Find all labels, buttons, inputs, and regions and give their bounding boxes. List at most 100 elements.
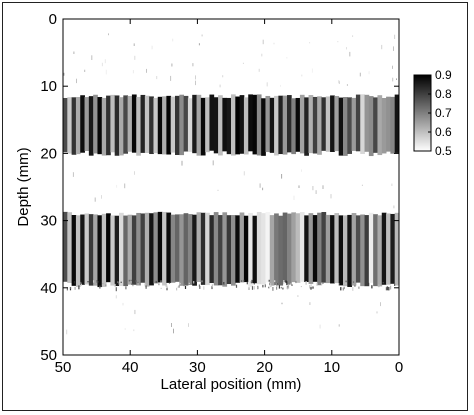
heatmap-cell [300, 286, 302, 288]
speckle-mark [134, 55, 136, 60]
heatmap-cell [157, 96, 163, 155]
speckle-mark [392, 65, 393, 69]
speckle-mark [281, 174, 283, 179]
heatmap-cell [69, 287, 72, 289]
heatmap-cell [75, 215, 81, 287]
speckle-mark [293, 195, 295, 200]
heatmap-cell [268, 279, 270, 282]
speckle-mark [101, 62, 103, 67]
heatmap-cell [175, 95, 180, 155]
y-tick-label: 10 [40, 78, 57, 95]
heatmap-cell [198, 284, 200, 287]
heatmap-cell [67, 97, 73, 154]
heatmap-cell [345, 281, 347, 284]
heatmap-cell [265, 212, 271, 283]
speckle-mark [338, 80, 340, 83]
heatmap-cell [239, 95, 245, 154]
heatmap-cell [128, 279, 130, 282]
heatmap-cell [209, 215, 215, 284]
heatmap-cell [203, 286, 205, 290]
speckle-mark [361, 184, 363, 186]
y-tick-label: 30 [40, 213, 57, 230]
heatmap-cell [343, 97, 348, 156]
heatmap-cell [386, 213, 391, 285]
heatmap-cell [381, 212, 387, 285]
speckle-mark [396, 78, 397, 80]
heatmap-cell [125, 286, 127, 290]
heatmap-cell [175, 214, 180, 282]
speckle-mark [281, 302, 283, 305]
heatmap-cell [287, 285, 290, 289]
heatmap-cell [256, 211, 262, 285]
heatmap-cell [287, 287, 289, 290]
heatmap-cell [101, 97, 107, 156]
speckle-mark [359, 72, 361, 77]
heatmap-cell [149, 213, 154, 286]
heatmap-cell [243, 279, 245, 282]
heatmap-cell [317, 212, 322, 286]
heatmap-cell [291, 284, 293, 286]
speckle-mark [84, 69, 86, 72]
heatmap-cell [262, 284, 264, 288]
x-tick-label: 20 [256, 359, 273, 376]
heatmap-cell [312, 96, 318, 154]
speckle-mark [309, 42, 311, 44]
heatmap-cell [343, 286, 345, 290]
x-tick-label: 30 [189, 359, 206, 376]
heatmap-cell [285, 280, 287, 284]
y-tick-label: 20 [40, 145, 57, 162]
heatmap-cell [312, 215, 318, 282]
speckle-mark [338, 324, 340, 327]
heatmap-cell [166, 212, 172, 283]
heatmap-cell [239, 212, 245, 283]
heatmap-cell [157, 211, 163, 283]
heatmap-cell [386, 286, 388, 291]
heatmap-cell [130, 279, 132, 281]
heatmap-cell [272, 287, 274, 291]
heatmap-cell [325, 96, 331, 152]
heatmap-cell [248, 212, 253, 287]
y-tick-label: 40 [40, 280, 57, 297]
heatmap-cell [183, 95, 189, 152]
heatmap-cell [390, 96, 396, 154]
speckle-mark [315, 190, 317, 194]
heatmap-cell [184, 286, 187, 289]
heatmap-cell [196, 212, 202, 282]
heatmap-cell [310, 284, 312, 288]
heatmap-cell [80, 214, 85, 285]
heatmap-cell [235, 215, 241, 283]
heatmap-cell [310, 286, 312, 290]
speckle-mark [124, 328, 126, 330]
speckle-mark [132, 70, 134, 74]
heatmap-cell [144, 212, 150, 287]
speckle-mark [146, 68, 147, 73]
heatmap-cell [321, 282, 323, 286]
speckle-mark [346, 84, 348, 86]
heatmap-cell [75, 97, 81, 155]
heatmap-cell [84, 213, 90, 285]
heatmap-cell [183, 283, 185, 287]
heatmap-cell [231, 215, 236, 286]
heatmap-cell [394, 283, 396, 286]
heatmap-cell [226, 215, 232, 285]
heatmap-cell [282, 212, 288, 283]
plot-background [63, 19, 399, 355]
speckle-mark [105, 69, 107, 75]
heatmap-cell [218, 215, 223, 286]
heatmap-cell [321, 97, 327, 151]
heatmap-cell [390, 285, 392, 290]
heatmap-cell [355, 215, 361, 283]
speckle-mark [124, 183, 126, 189]
heatmap-cell [330, 95, 335, 152]
speckle-mark [134, 309, 136, 315]
heatmap-cell [93, 94, 98, 154]
speckle-mark [349, 51, 351, 57]
heatmap-cell [144, 283, 146, 286]
speckle-mark [262, 39, 264, 45]
heatmap-cell [80, 283, 82, 286]
heatmap-cell [222, 212, 228, 287]
heatmap-cell [377, 95, 383, 156]
colorbar-tick-label: 0.9 [435, 68, 452, 82]
x-tick-label: 50 [55, 359, 72, 376]
speckle-mark [322, 185, 324, 189]
